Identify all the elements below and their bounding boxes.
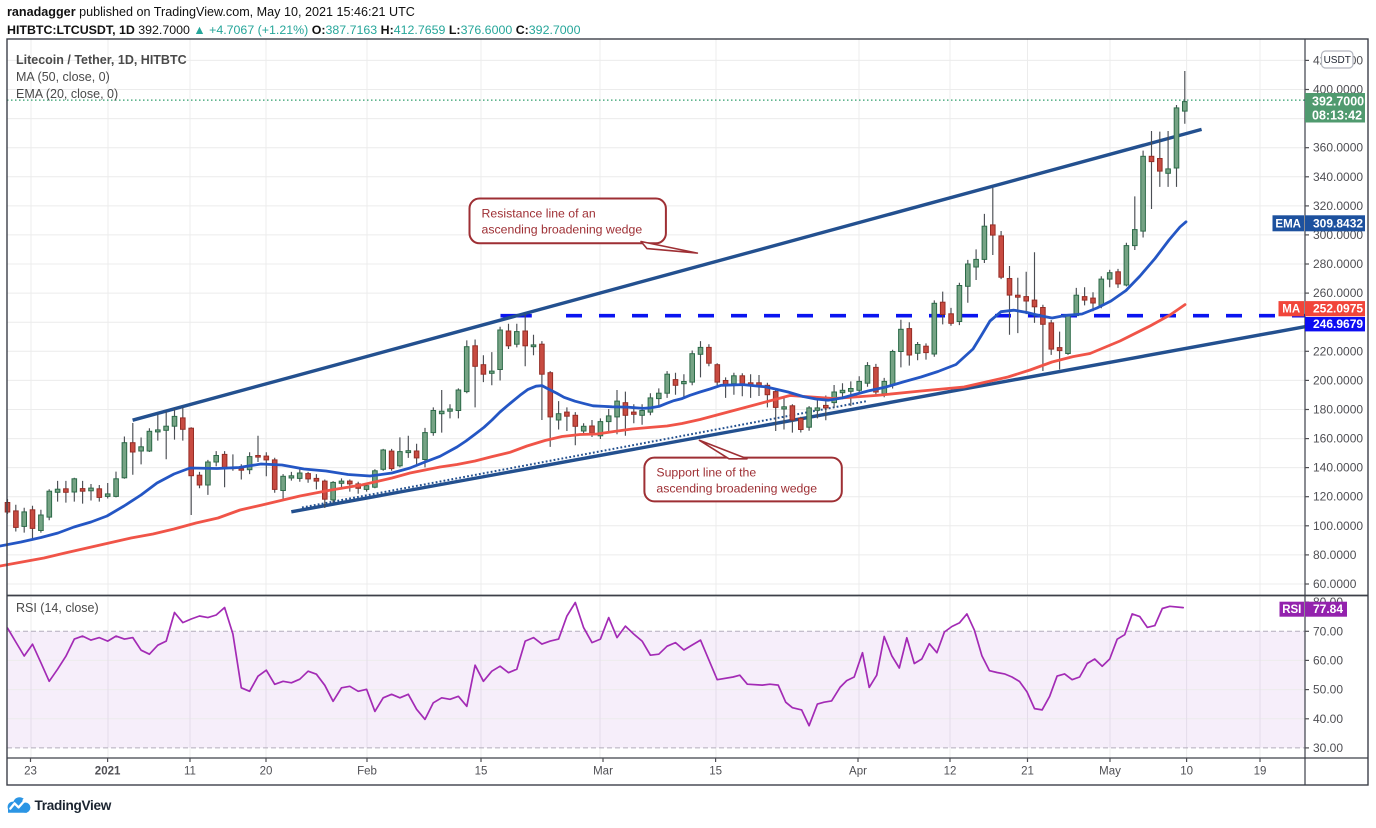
svg-text:Support line of the: Support line of the — [656, 466, 756, 480]
svg-text:21: 21 — [1021, 766, 1034, 778]
svg-text:ascending broadening wedge: ascending broadening wedge — [656, 482, 817, 496]
svg-text:160.0000: 160.0000 — [1313, 432, 1363, 446]
svg-text:RSI (14, close): RSI (14, close) — [16, 601, 99, 615]
svg-text:340.0000: 340.0000 — [1313, 170, 1363, 184]
svg-text:60.00: 60.00 — [1313, 653, 1343, 667]
svg-text:Apr: Apr — [849, 766, 867, 778]
svg-text:12: 12 — [944, 766, 957, 778]
svg-text:15: 15 — [475, 766, 488, 778]
svg-text:23: 23 — [24, 766, 37, 778]
svg-text:RSI: RSI — [1282, 604, 1301, 616]
svg-text:80.0000: 80.0000 — [1313, 548, 1357, 562]
svg-text:EMA (20, close, 0): EMA (20, close, 0) — [16, 87, 118, 101]
svg-text:309.8432: 309.8432 — [1313, 216, 1363, 230]
svg-text:300.0000: 300.0000 — [1313, 228, 1363, 242]
svg-text:360.0000: 360.0000 — [1313, 141, 1363, 155]
svg-text:70.00: 70.00 — [1313, 624, 1343, 638]
svg-text:140.0000: 140.0000 — [1313, 461, 1363, 475]
svg-text:Feb: Feb — [357, 766, 377, 778]
svg-text:10: 10 — [1180, 766, 1193, 778]
svg-text:60.0000: 60.0000 — [1313, 577, 1357, 591]
svg-text:120.0000: 120.0000 — [1313, 490, 1363, 504]
svg-text:180.0000: 180.0000 — [1313, 403, 1363, 417]
svg-text:220.0000: 220.0000 — [1313, 344, 1363, 358]
svg-text:260.0000: 260.0000 — [1313, 286, 1363, 300]
svg-text:252.0975: 252.0975 — [1313, 302, 1363, 316]
svg-text:320.0000: 320.0000 — [1313, 199, 1363, 213]
svg-text:15: 15 — [709, 766, 722, 778]
svg-text:200.0000: 200.0000 — [1313, 373, 1363, 387]
svg-text:USDT: USDT — [1324, 55, 1351, 66]
svg-text:HITBTC:LTCUSDT, 1D 392.7000 ▲: HITBTC:LTCUSDT, 1D 392.7000 ▲ +4.7067 (+… — [7, 23, 581, 37]
svg-text:Resistance line of an: Resistance line of an — [482, 207, 596, 221]
svg-text:392.7000: 392.7000 — [1312, 95, 1364, 109]
svg-text:Mar: Mar — [593, 766, 613, 778]
svg-text:280.0000: 280.0000 — [1313, 257, 1363, 271]
svg-text:ranadagger published on Tradin: ranadagger published on TradingView.com,… — [7, 5, 415, 19]
svg-text:08:13:42: 08:13:42 — [1312, 109, 1362, 123]
svg-text:19: 19 — [1254, 766, 1267, 778]
svg-text:2021: 2021 — [95, 766, 121, 778]
svg-text:246.9679: 246.9679 — [1313, 317, 1363, 331]
svg-text:MA: MA — [1282, 304, 1300, 316]
svg-text:20: 20 — [260, 766, 273, 778]
svg-text:100.0000: 100.0000 — [1313, 519, 1363, 533]
svg-text:11: 11 — [184, 766, 196, 778]
svg-text:MA (50, close, 0): MA (50, close, 0) — [16, 70, 110, 84]
svg-text:77.84: 77.84 — [1313, 602, 1343, 616]
svg-text:EMA: EMA — [1275, 218, 1301, 230]
svg-text:40.00: 40.00 — [1313, 712, 1343, 726]
svg-text:30.00: 30.00 — [1313, 741, 1343, 755]
svg-text:50.00: 50.00 — [1313, 683, 1343, 697]
svg-text:May: May — [1099, 766, 1121, 778]
svg-text:Litecoin / Tether, 1D, HITBTC: Litecoin / Tether, 1D, HITBTC — [16, 53, 187, 67]
svg-text:ascending broadening wedge: ascending broadening wedge — [482, 223, 643, 237]
svg-text:TradingView: TradingView — [35, 798, 112, 813]
